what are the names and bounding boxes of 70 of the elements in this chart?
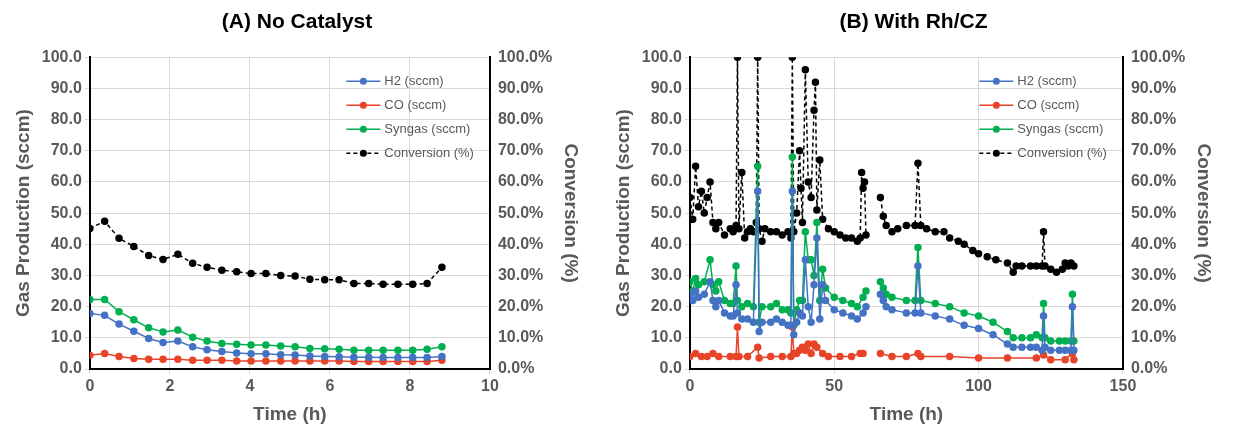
y2-tick-label: 0.0% <box>1130 359 1168 377</box>
x-tick-label: 6 <box>325 377 335 395</box>
y2-tick-label: 90.0% <box>497 78 544 96</box>
y-tick-label: 40.0 <box>650 234 682 252</box>
y-tick-label: 50.0 <box>650 203 682 221</box>
y2-tick-label: 60.0% <box>497 172 544 190</box>
y2-tick-label: 10.0% <box>1130 328 1177 346</box>
y2-tick-label: 20.0% <box>497 297 544 315</box>
y-tick-label: 40.0 <box>50 234 82 252</box>
y-tick-label: 50.0 <box>50 203 82 221</box>
y2-tick-label: 80.0% <box>1130 109 1177 127</box>
y2-tick-label: 30.0% <box>497 265 544 283</box>
y2-tick-label: 40.0% <box>497 234 544 252</box>
legend-label: H2 (sccm) <box>384 72 444 88</box>
x-axis-title: Time (h) <box>253 402 327 424</box>
y2-tick-label: 20.0% <box>1130 297 1177 315</box>
y2-tick-label: 60.0% <box>1130 172 1177 190</box>
y-tick-label: 10.0 <box>50 328 82 346</box>
legend-label: H2 (sccm) <box>1017 72 1077 88</box>
y-tick-label: 70.0 <box>50 141 82 159</box>
y2-tick-label: 100.0% <box>1130 47 1186 65</box>
y2-tick-label: 50.0% <box>1130 203 1177 221</box>
y-tick-label: 0.0 <box>59 359 82 377</box>
x-tick-label: 50 <box>825 377 844 395</box>
x-tick-label: 0 <box>85 377 95 395</box>
x-tick-label: 100 <box>965 377 993 395</box>
y-tick-label: 20.0 <box>50 297 82 315</box>
x-axis-title: Time (h) <box>869 402 944 424</box>
y-axis-title: Gas Production (sccm) <box>611 109 633 318</box>
y2-tick-label: 50.0% <box>497 203 544 221</box>
legend-label: CO (sccm) <box>384 96 447 112</box>
y-tick-label: 100.0 <box>41 47 82 65</box>
y2-axis-title: Conversion (%) <box>1194 143 1216 283</box>
y2-tick-label: 40.0% <box>1130 234 1177 252</box>
x-tick-label: 10 <box>481 377 499 395</box>
y2-tick-label: 90.0% <box>1130 78 1177 96</box>
x-tick-label: 8 <box>405 377 415 395</box>
legend-label: Syngas (sccm) <box>384 120 471 136</box>
y-tick-label: 30.0 <box>650 265 682 283</box>
legend-label: Syngas (sccm) <box>1017 120 1104 136</box>
x-tick-label: 2 <box>165 377 175 395</box>
y-tick-label: 70.0 <box>650 141 682 159</box>
y-tick-label: 80.0 <box>50 109 82 127</box>
legend-label: Conversion (%) <box>384 144 474 160</box>
x-tick-label: 4 <box>245 377 255 395</box>
y2-tick-label: 70.0% <box>497 141 544 159</box>
chart-title: (B) With Rh/CZ <box>839 9 988 33</box>
y2-axis-title: Conversion (%) <box>561 143 583 283</box>
chart-title: (A) No Catalyst <box>221 9 373 33</box>
x-tick-label: 0 <box>685 377 695 395</box>
legend-label: Conversion (%) <box>1017 144 1107 160</box>
y2-tick-label: 100.0% <box>497 47 553 65</box>
y-tick-label: 90.0 <box>50 78 82 96</box>
x-tick-label: 150 <box>1109 377 1137 395</box>
y2-tick-label: 70.0% <box>1130 141 1177 159</box>
y-tick-label: 30.0 <box>50 265 82 283</box>
y-tick-label: 0.0 <box>659 359 682 377</box>
y-tick-label: 60.0 <box>50 172 82 190</box>
y-axis-title: Gas Production (sccm) <box>11 109 33 318</box>
y2-tick-label: 0.0% <box>497 359 535 377</box>
y-tick-label: 80.0 <box>650 109 682 127</box>
y-tick-label: 20.0 <box>650 297 682 315</box>
y2-tick-label: 30.0% <box>1130 265 1177 283</box>
y-tick-label: 100.0 <box>641 47 682 65</box>
legend-label: CO (sccm) <box>1017 96 1080 112</box>
y-tick-label: 90.0 <box>650 78 682 96</box>
y-tick-label: 60.0 <box>650 172 682 190</box>
y2-tick-label: 10.0% <box>497 328 544 346</box>
y2-tick-label: 80.0% <box>497 109 544 127</box>
y-tick-label: 10.0 <box>650 328 682 346</box>
